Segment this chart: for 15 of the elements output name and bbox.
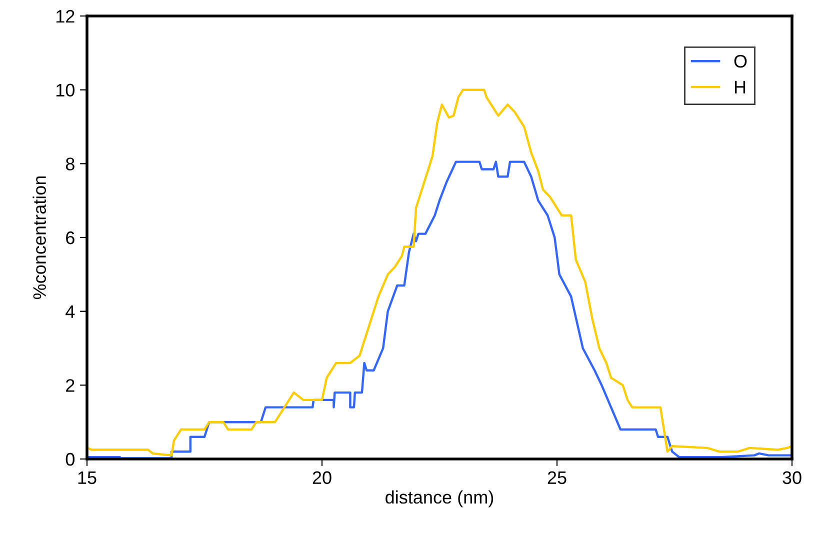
y-tick-label: 8: [66, 158, 74, 170]
x-tick-label: 25: [548, 471, 566, 484]
y-tick-label: 2: [66, 379, 74, 392]
x-tick-label: 20: [312, 471, 332, 484]
x-tick-label: 30: [782, 471, 802, 484]
y-tick-label: 0: [66, 452, 74, 466]
y-tick-label: 6: [66, 231, 74, 244]
x-tick-label: 15: [78, 471, 96, 484]
y-tick-label: 12: [56, 10, 74, 23]
legend-label: O: [734, 54, 747, 68]
legend-label: H: [734, 80, 746, 94]
y-tick-label: 10: [56, 84, 74, 97]
x-axis-title: distance (nm): [386, 490, 494, 508]
y-tick-label: 4: [66, 305, 75, 318]
y-axis-title: %concentration: [32, 176, 46, 300]
